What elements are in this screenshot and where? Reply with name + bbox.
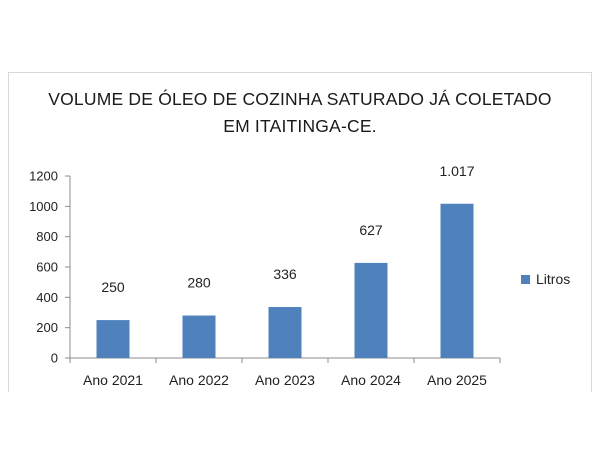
chart-frame [8,72,592,392]
x-tick-label: Ano 2023 [255,372,315,388]
bar [354,262,388,358]
bar-data-label: 250 [101,279,125,295]
bar-data-label: 627 [359,222,383,238]
legend-swatch [521,275,530,284]
y-tick-label: 0 [51,351,58,366]
data-labels: 250 280 336 627 1.017 [101,163,474,295]
bar-data-label: 336 [273,266,297,282]
y-axis: 0 200 400 600 800 1000 1200 [29,169,71,366]
legend-label: Litros [536,271,570,287]
bars [96,203,474,358]
legend: Litros [521,271,570,287]
y-tick-label: 1000 [29,199,58,214]
x-axis: Ano 2021 Ano 2022 Ano 2023 Ano 2024 Ano 2025 [69,357,501,388]
y-tick-label: 600 [36,260,58,275]
bar [268,307,302,358]
bar [182,315,216,358]
y-tick-label: 1200 [29,169,58,184]
y-tick-label: 400 [36,290,58,305]
x-tick-label: Ano 2024 [341,372,401,388]
x-tick-label: Ano 2021 [83,372,143,388]
x-tick-label: Ano 2022 [169,372,229,388]
chart-title: VOLUME DE ÓLEO DE COZINHA SATURADO JÁ CO… [48,89,552,136]
y-tick-label: 800 [36,229,58,244]
y-tick-label: 200 [36,320,58,335]
x-tick-label: Ano 2025 [427,372,487,388]
bar [440,203,474,358]
bar [96,320,130,358]
bar-data-label: 1.017 [439,163,474,179]
bar-data-label: 280 [187,275,211,291]
